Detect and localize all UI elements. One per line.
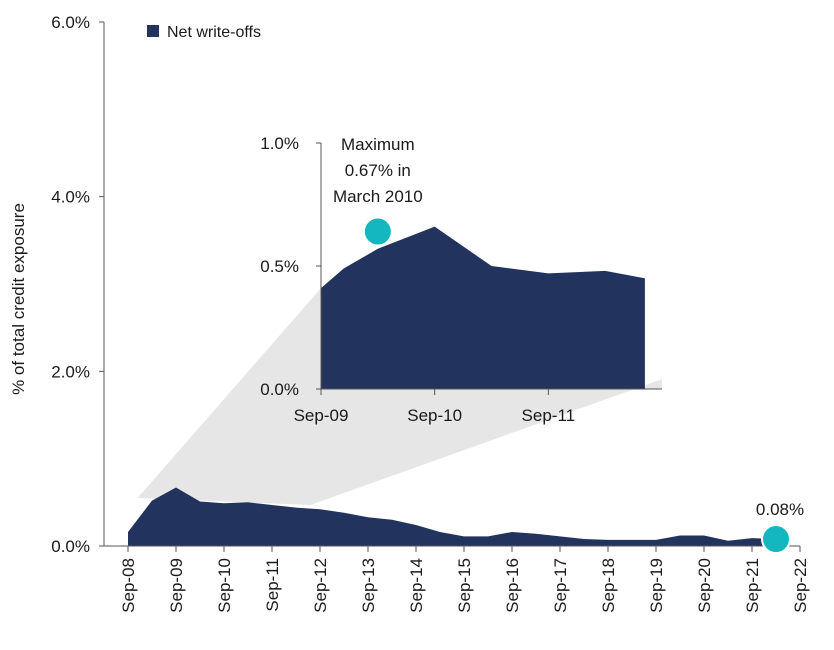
main-y-tick-label: 6.0% xyxy=(51,13,90,32)
main-x-tick-label: Sep-18 xyxy=(599,558,618,613)
main-x-tick-label: Sep-22 xyxy=(791,558,810,613)
inset-x-ticks: Sep-09 Sep-10 Sep-11 xyxy=(294,389,576,425)
main-highlight-dot xyxy=(761,524,791,555)
main-x-tick-label: Sep-12 xyxy=(311,558,330,613)
inset-y-ticks: 0.0% 0.5% 1.0% xyxy=(260,134,321,399)
main-x-tick-label: Sep-14 xyxy=(407,558,426,613)
zoom-connector xyxy=(137,288,663,505)
legend-swatch xyxy=(147,25,159,37)
inset-annotation: Maximum 0.67% in March 2010 xyxy=(333,135,423,206)
inset-annotation-line: March 2010 xyxy=(333,187,423,206)
main-x-tick-label: Sep-13 xyxy=(359,558,378,613)
inset-y-tick-label: 1.0% xyxy=(260,134,299,153)
main-x-tick-label: Sep-15 xyxy=(455,558,474,613)
main-y-tick-label: 0.0% xyxy=(51,537,90,556)
main-x-tick-label: Sep-11 xyxy=(263,558,282,612)
inset-y-tick-label: 0.0% xyxy=(260,380,299,399)
main-x-tick-label: Sep-17 xyxy=(551,558,570,613)
main-x-tick-label: Sep-20 xyxy=(695,558,714,613)
inset-annotation-line: 0.67% in xyxy=(345,161,411,180)
inset-x-tick-label: Sep-09 xyxy=(294,406,349,425)
main-x-tick-label: Sep-10 xyxy=(215,558,234,613)
main-highlight-label: 0.08% xyxy=(756,500,804,519)
inset-area-series xyxy=(321,226,645,389)
inset-x-tick-label: Sep-11 xyxy=(522,406,576,425)
inset-annotation-line: Maximum xyxy=(341,135,415,154)
main-x-ticks: Sep-08 Sep-09 Sep-10 Sep-11 Sep-12 Sep-13 Sep-… xyxy=(119,546,810,613)
main-y-tick-label: 2.0% xyxy=(51,362,90,381)
main-x-tick-label: Sep-09 xyxy=(167,558,186,613)
main-y-ticks: 0.0% 2.0% 4.0% 6.0% xyxy=(51,13,104,556)
main-x-tick-label: Sep-16 xyxy=(503,558,522,613)
inset-x-tick-label: Sep-10 xyxy=(407,406,462,425)
main-area-series xyxy=(128,487,776,546)
inset-highlight-dot xyxy=(362,216,393,247)
y-axis-title: % of total credit exposure xyxy=(9,203,28,395)
legend-label: Net write-offs xyxy=(167,24,261,41)
inset-y-tick-label: 0.5% xyxy=(260,257,299,276)
main-x-tick-label: Sep-19 xyxy=(647,558,666,613)
main-x-tick-label: Sep-21 xyxy=(743,558,762,613)
main-y-tick-label: 4.0% xyxy=(51,188,90,207)
main-x-tick-label: Sep-08 xyxy=(119,558,138,613)
